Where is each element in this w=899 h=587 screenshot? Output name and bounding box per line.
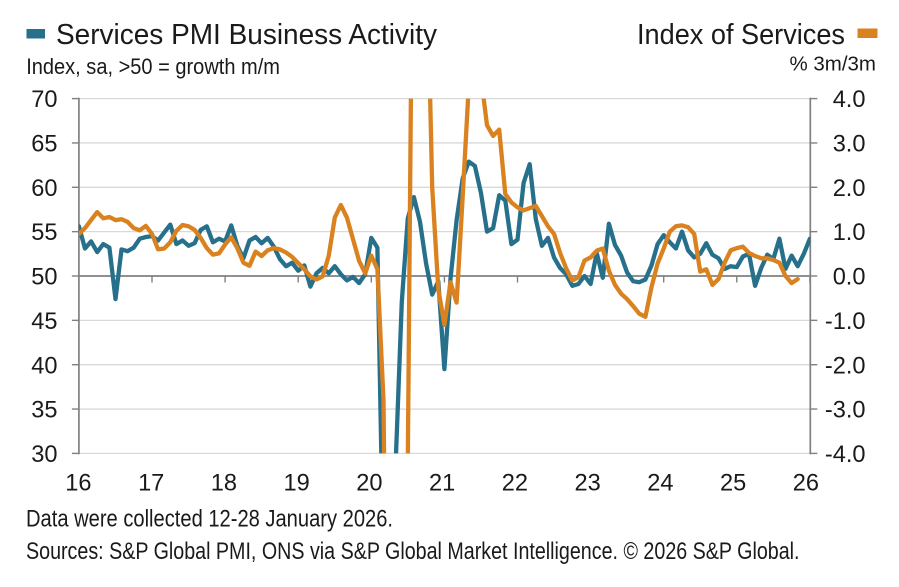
svg-text:23: 23 <box>574 471 600 497</box>
svg-text:-1.0: -1.0 <box>825 309 866 335</box>
svg-text:Index, sa, >50 = growth m/m: Index, sa, >50 = growth m/m <box>26 54 280 79</box>
svg-text:0.0: 0.0 <box>833 265 866 291</box>
svg-text:Index of Services: Index of Services <box>637 19 845 51</box>
svg-text:55: 55 <box>31 220 57 246</box>
svg-text:2.0: 2.0 <box>833 176 866 202</box>
svg-text:Data were collected 12-28 Janu: Data were collected 12-28 January 2026. <box>26 507 393 533</box>
svg-text:24: 24 <box>647 471 673 497</box>
svg-text:21: 21 <box>429 471 455 497</box>
svg-text:26: 26 <box>793 471 819 497</box>
svg-text:-2.0: -2.0 <box>825 353 866 379</box>
svg-text:Services PMI Business Activity: Services PMI Business Activity <box>56 19 437 51</box>
svg-text:45: 45 <box>31 309 57 335</box>
svg-text:16: 16 <box>65 471 91 497</box>
svg-text:65: 65 <box>31 132 57 158</box>
svg-text:25: 25 <box>720 471 746 497</box>
svg-text:17: 17 <box>138 471 164 497</box>
svg-text:22: 22 <box>502 471 528 497</box>
svg-text:19: 19 <box>283 471 309 497</box>
svg-text:-4.0: -4.0 <box>825 442 866 468</box>
svg-text:3.0: 3.0 <box>833 132 866 158</box>
svg-text:60: 60 <box>31 176 57 202</box>
svg-text:18: 18 <box>211 471 237 497</box>
svg-text:40: 40 <box>31 353 57 379</box>
svg-text:50: 50 <box>31 265 57 291</box>
svg-text:1.0: 1.0 <box>833 220 866 246</box>
svg-text:20: 20 <box>356 471 382 497</box>
svg-text:30: 30 <box>31 442 57 468</box>
svg-text:Sources: S&P Global PMI, ONS v: Sources: S&P Global PMI, ONS via S&P Glo… <box>26 539 800 565</box>
svg-text:70: 70 <box>31 87 57 113</box>
svg-text:-3.0: -3.0 <box>825 398 866 424</box>
svg-text:% 3m/3m: % 3m/3m <box>790 53 877 76</box>
svg-text:35: 35 <box>31 398 57 424</box>
svg-text:4.0: 4.0 <box>833 87 866 113</box>
